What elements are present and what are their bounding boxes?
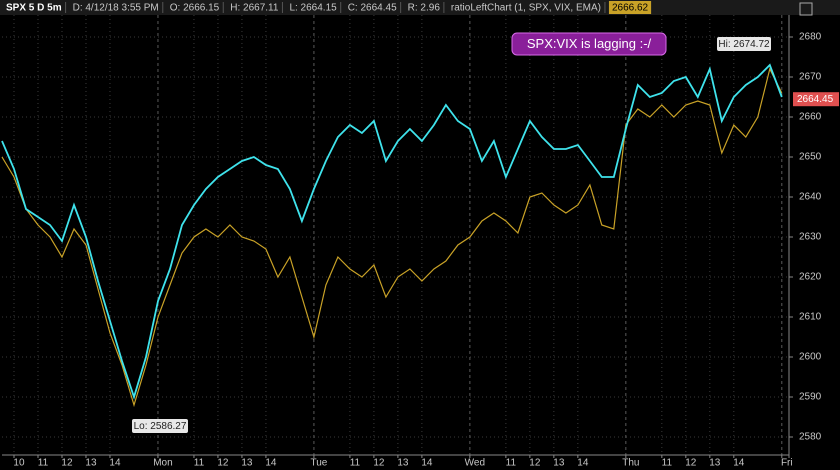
- x-tick-label: 12: [217, 458, 229, 469]
- y-tick-label: 2680: [799, 32, 822, 43]
- x-tick-label: 14: [733, 458, 745, 469]
- series-line: [1, 67, 783, 408]
- low-label: Lo: 2586.27: [134, 421, 187, 432]
- header-item: L: 2664.15: [289, 3, 337, 14]
- x-tick-label: Wed: [465, 458, 485, 469]
- plot: 2580 2590 2600 2610 2620 2630 2640 2650 2660 2670…: [1, 15, 839, 469]
- y-tick-label: 2630: [799, 232, 822, 243]
- header-item: D: 4/12/18 3:55 PM: [73, 3, 159, 14]
- note: SPX:VIX is lagging :-/: [527, 36, 652, 51]
- y-tick-label: 2590: [799, 392, 822, 403]
- x-tick-label: 11: [350, 458, 361, 469]
- y-tick-label: 2580: [799, 432, 822, 443]
- x-tick-label: Mon: [153, 458, 172, 469]
- x-tick-label: 14: [577, 458, 589, 469]
- x-tick-label: 14: [265, 458, 277, 469]
- x-tick-label: 14: [109, 458, 121, 469]
- y-tick-label: 2620: [799, 272, 822, 283]
- header-value: 2666.62: [612, 3, 649, 14]
- x-tick-label: Fri: [781, 458, 793, 469]
- x-tick-label: 13: [85, 458, 97, 469]
- y-tick-label: 2610: [799, 312, 822, 323]
- header: SPX 5 D 5m D: 4/12/18 3:55 PM O: 2666.15 H:…: [6, 1, 652, 14]
- x-tick-label: 13: [397, 458, 409, 469]
- high-box: [717, 37, 771, 51]
- x-tick-label: 12: [529, 458, 541, 469]
- header-item: SPX 5 D 5m: [6, 3, 62, 14]
- settings-icon[interactable]: [799, 2, 813, 16]
- x-tick-label: 10: [13, 458, 25, 469]
- header-item: ratioLeftChart (1, SPX, VIX, EMA): [451, 3, 601, 14]
- y-tick-label: 2650: [799, 152, 822, 163]
- header-item: O: 2666.15: [170, 3, 220, 14]
- x-tick-label: Thu: [622, 458, 639, 469]
- header-item: H: 2667.11: [230, 3, 279, 14]
- series-line: [1, 63, 783, 400]
- high-label: Hi: 2674.72: [718, 39, 770, 50]
- x-tick-label: 13: [553, 458, 565, 469]
- low-box: [132, 419, 188, 433]
- x-tick-label: 12: [685, 458, 697, 469]
- x-tick-label: 11: [662, 458, 673, 469]
- x-tick-label: 14: [421, 458, 433, 469]
- y-tick-label: 2600: [799, 352, 822, 363]
- x-tick-label: 11: [194, 458, 205, 469]
- price-tag-box: [793, 92, 839, 107]
- x-tick-label: 13: [709, 458, 721, 469]
- x-tick-label: 11: [506, 458, 517, 469]
- header-item: C: 2664.45: [348, 3, 397, 14]
- x-tick-label: 11: [38, 458, 49, 469]
- price-tag: 2664.45: [797, 94, 834, 105]
- header-item: R: 2.96: [408, 3, 441, 14]
- y-tick-label: 2660: [799, 112, 822, 123]
- x-tick-label: Tue: [310, 458, 327, 469]
- x-tick-label: 12: [373, 458, 385, 469]
- note-box: [511, 32, 667, 56]
- header-value-box: [608, 1, 652, 14]
- y-tick-label: 2640: [799, 192, 822, 203]
- x-tick-label: 12: [61, 458, 73, 469]
- x-tick-label: 13: [241, 458, 253, 469]
- y-tick-label: 2670: [799, 72, 822, 83]
